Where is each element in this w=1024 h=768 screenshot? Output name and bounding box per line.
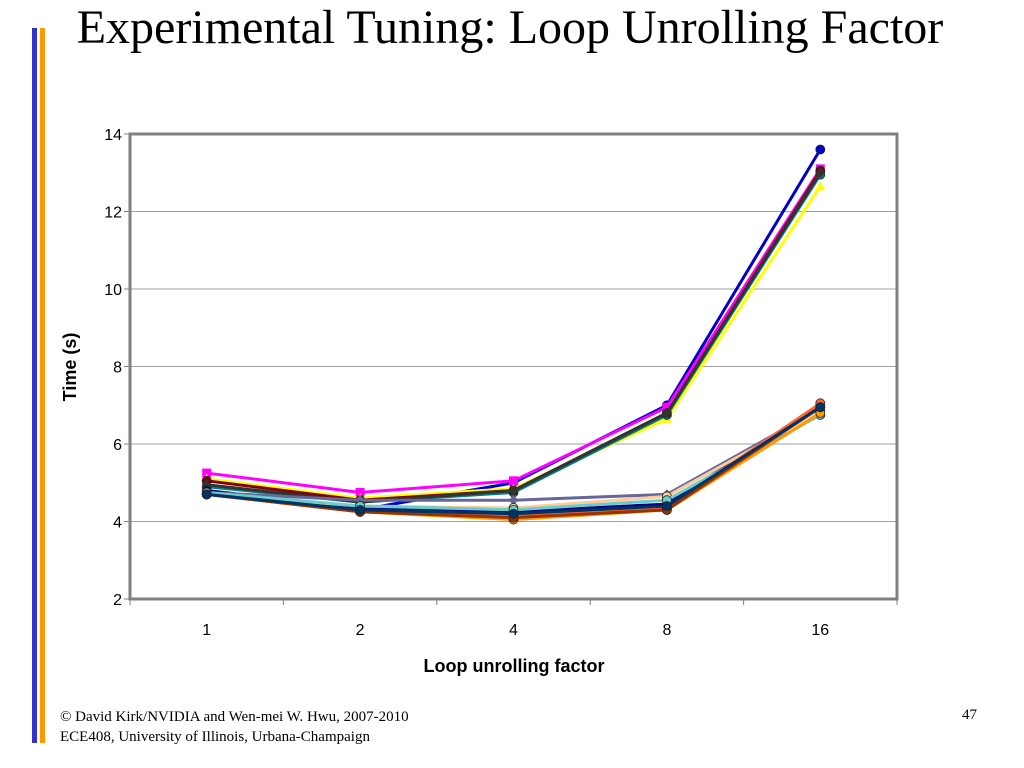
footer-copyright: © David Kirk/NVIDIA and Wen-mei W. Hwu, … bbox=[60, 709, 409, 725]
series-line-14 bbox=[201, 402, 826, 519]
series-line-4 bbox=[201, 169, 826, 508]
data-point bbox=[508, 495, 519, 506]
chart-gridlines bbox=[130, 211, 897, 522]
x-tick-label: 2 bbox=[356, 622, 365, 639]
data-point bbox=[815, 181, 826, 191]
series-path bbox=[206, 170, 822, 502]
slide-title: Experimental Tuning: Loop Unrolling Fact… bbox=[76, 1, 944, 54]
data-point bbox=[355, 504, 366, 515]
y-tick-label: 4 bbox=[113, 515, 122, 532]
series-path bbox=[206, 171, 822, 504]
series-path bbox=[206, 173, 822, 504]
y-tick-label: 2 bbox=[113, 592, 122, 609]
y-axis-label: Time (s) bbox=[60, 333, 80, 402]
y-tick-label: 10 bbox=[104, 282, 122, 299]
series-path bbox=[206, 185, 822, 500]
page-number: 47 bbox=[962, 707, 977, 723]
data-point bbox=[662, 501, 672, 511]
data-point bbox=[661, 408, 672, 418]
chart-series bbox=[201, 144, 826, 525]
data-point bbox=[508, 485, 519, 496]
data-point bbox=[201, 489, 212, 500]
y-tick-label: 12 bbox=[104, 205, 122, 222]
data-point bbox=[202, 468, 212, 478]
y-tick-label: 8 bbox=[113, 360, 122, 377]
series-line-3 bbox=[201, 181, 826, 503]
series-line-2 bbox=[202, 164, 825, 497]
y-tick-label: 14 bbox=[104, 127, 122, 144]
left-accent-bar-blue bbox=[32, 28, 37, 743]
data-point bbox=[815, 402, 826, 413]
x-tick-label: 1 bbox=[202, 622, 211, 639]
x-tick-label: 4 bbox=[509, 622, 518, 639]
y-tick-label: 6 bbox=[113, 437, 122, 454]
series-path bbox=[206, 148, 822, 512]
data-point bbox=[815, 144, 826, 155]
slide-footer: © David Kirk/NVIDIA and Wen-mei W. Hwu, … bbox=[60, 707, 409, 747]
x-tick-label: 8 bbox=[662, 622, 671, 639]
footer-course: ECE408, University of Illinois, Urbana-C… bbox=[60, 729, 370, 745]
series-line-6 bbox=[201, 167, 826, 508]
x-tick-label: 16 bbox=[811, 622, 829, 639]
series-line-5 bbox=[201, 165, 826, 506]
data-point bbox=[355, 487, 365, 497]
data-point bbox=[662, 402, 672, 412]
left-accent-bar-orange bbox=[40, 28, 45, 743]
x-axis-label: Loop unrolling factor bbox=[424, 656, 605, 676]
data-point bbox=[509, 476, 518, 486]
data-point bbox=[815, 167, 826, 178]
data-point bbox=[508, 508, 519, 519]
